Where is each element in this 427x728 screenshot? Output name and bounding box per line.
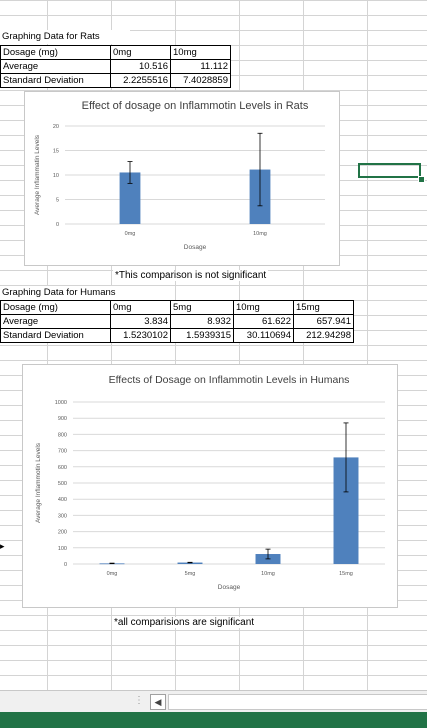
horizontal-scrollbar[interactable]: ⋮ ◀ — [0, 690, 427, 713]
rats-header-cell[interactable]: 0mg — [110, 45, 171, 60]
y-tick-label: 20 — [53, 124, 59, 130]
status-bar — [0, 712, 427, 728]
rats-value-cell[interactable]: 2.2255516 — [110, 73, 171, 88]
humans-value-cell[interactable]: 1.5939315 — [170, 328, 234, 343]
x-tick-label: 10mg — [261, 571, 275, 577]
humans-header-cell[interactable]: 5mg — [170, 300, 234, 315]
x-tick-label: 5mg — [185, 571, 196, 577]
y-tick-label: 500 — [58, 481, 67, 487]
humans-value-cell[interactable]: 657.941 — [293, 314, 354, 329]
humans-value-cell[interactable]: 61.622 — [233, 314, 294, 329]
x-tick-label: 0mg — [125, 231, 136, 237]
x-tick-label: 15mg — [339, 571, 353, 577]
x-axis-title: Dosage — [218, 584, 241, 591]
y-tick-label: 400 — [58, 497, 67, 503]
scroll-left-icon[interactable]: ◀ — [150, 694, 166, 710]
bar — [119, 172, 141, 224]
rats-header-cell[interactable]: 10mg — [170, 45, 231, 60]
y-axis-title: Average Inflammatin Levels — [34, 134, 41, 215]
y-tick-label: 700 — [58, 449, 67, 455]
x-tick-label: 10mg — [253, 231, 267, 237]
rats-data-table: Dosage (mg) 0mg 10mg Average 10.516 11.1… — [0, 45, 231, 88]
y-tick-label: 15 — [53, 149, 59, 155]
split-handle-icon[interactable]: ⋮ — [134, 695, 144, 706]
row-edge-mark: ▸ — [0, 541, 5, 551]
y-axis-title: Average Inflammotin Levels — [35, 442, 42, 523]
chart-title: Effect of dosage on Inflammotin Levels i… — [82, 100, 309, 112]
humans-header-cell[interactable]: 0mg — [110, 300, 171, 315]
y-tick-label: 10 — [53, 173, 59, 179]
bar — [177, 562, 203, 564]
humans-section-title: Graphing Data for Humans — [0, 286, 140, 300]
y-tick-label: 100 — [58, 546, 67, 552]
chart-svg: Effects of Dosage on Inflammotin Levels … — [35, 374, 385, 591]
y-tick-label: 600 — [58, 465, 67, 471]
rats-value-cell[interactable]: 11.112 — [170, 59, 231, 74]
humans-row-label[interactable]: Average — [0, 314, 111, 329]
y-tick-label: 0 — [56, 222, 59, 228]
rats-header-cell[interactable]: Dosage (mg) — [0, 45, 111, 60]
humans-significance-note: *all comparisions are significant — [112, 617, 257, 628]
fill-handle[interactable] — [418, 176, 425, 183]
rats-row-label[interactable]: Standard Deviation — [0, 73, 111, 88]
chart-svg: Effect of dosage on Inflammotin Levels i… — [34, 100, 325, 251]
humans-chart[interactable]: Effects of Dosage on Inflammotin Levels … — [22, 364, 398, 608]
rats-value-cell[interactable]: 10.516 — [110, 59, 171, 74]
rats-row-label[interactable]: Average — [0, 59, 111, 74]
y-tick-label: 200 — [58, 530, 67, 536]
y-tick-label: 1000 — [55, 400, 67, 406]
scroll-track[interactable] — [168, 694, 427, 710]
x-axis-title: Dosage — [184, 244, 207, 251]
rats-value-cell[interactable]: 7.4028859 — [170, 73, 231, 88]
humans-data-table: Dosage (mg) 0mg 5mg 10mg 15mg Average 3.… — [0, 300, 354, 343]
y-tick-label: 900 — [58, 416, 67, 422]
humans-value-cell[interactable]: 212.94298 — [293, 328, 354, 343]
y-tick-label: 300 — [58, 513, 67, 519]
x-tick-label: 0mg — [107, 571, 118, 577]
humans-value-cell[interactable]: 1.5230102 — [110, 328, 171, 343]
humans-header-cell[interactable]: 10mg — [233, 300, 294, 315]
humans-row-label[interactable]: Standard Deviation — [0, 328, 111, 343]
y-tick-label: 5 — [56, 198, 59, 204]
humans-value-cell[interactable]: 8.932 — [170, 314, 234, 329]
y-tick-label: 800 — [58, 432, 67, 438]
rats-section-title: Graphing Data for Rats — [0, 30, 130, 44]
humans-value-cell[interactable]: 30.110694 — [233, 328, 294, 343]
y-tick-label: 0 — [64, 562, 67, 568]
humans-value-cell[interactable]: 3.834 — [110, 314, 171, 329]
rats-chart[interactable]: Effect of dosage on Inflammotin Levels i… — [24, 91, 340, 266]
chart-title: Effects of Dosage on Inflammotin Levels … — [109, 374, 350, 386]
rats-significance-note: *This comparison is not significant — [113, 270, 269, 281]
humans-header-cell[interactable]: 15mg — [293, 300, 354, 315]
selected-cell[interactable] — [358, 163, 421, 178]
humans-header-cell[interactable]: Dosage (mg) — [0, 300, 111, 315]
